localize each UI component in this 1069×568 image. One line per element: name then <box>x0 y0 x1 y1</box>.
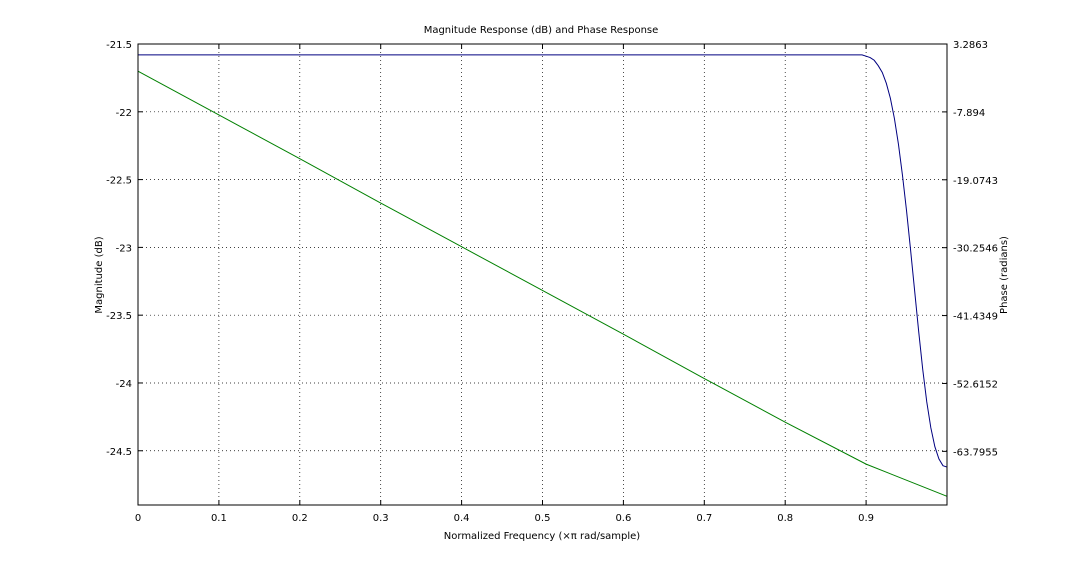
x-tick-label: 0.7 <box>696 513 712 524</box>
x-tick-label: 0 <box>135 513 141 524</box>
series-lines <box>137 54 948 497</box>
y-right-tick-label: -7.894 <box>953 108 985 119</box>
y-left-tick-label: -23.5 <box>106 311 132 322</box>
y-left-tick-label: -22.5 <box>106 176 132 187</box>
y-right-tick-label: 3.2863 <box>953 40 988 51</box>
x-tick-label: 0.6 <box>615 513 631 524</box>
plot-area-frame <box>137 43 948 506</box>
x-tick-label: 0.1 <box>211 513 227 524</box>
y-axis-label-right: Phase (radians) <box>999 236 1010 314</box>
magnitude-response-line <box>138 54 948 468</box>
y-right-tick-label: -19.0743 <box>953 176 998 187</box>
y-right-tick-label: -52.6152 <box>953 379 998 390</box>
y-left-tick-label: -23 <box>116 243 132 254</box>
y-left-tick-label: -22 <box>116 108 132 119</box>
y-right-tick-label: -41.4349 <box>953 312 998 323</box>
x-axis-label: Normalized Frequency (×π rad/sample) <box>444 531 641 542</box>
chart-title: Magnitude Response (dB) and Phase Respon… <box>424 25 659 36</box>
x-tick-label: 0.3 <box>373 513 389 524</box>
x-tick-label: 0.5 <box>535 513 551 524</box>
axis-ticks: 0 0.1 0.2 0.3 0.4 0.5 0.6 0.7 0.8 0.9 -21.5 -22 -22.… <box>106 40 998 524</box>
x-tick-label: 0.9 <box>858 513 874 524</box>
x-tick-label: 0.2 <box>292 513 308 524</box>
phase-response-line <box>137 70 948 497</box>
y-left-tick-label: -21.5 <box>106 40 132 51</box>
x-tick-label: 0.4 <box>454 513 470 524</box>
grid-lines <box>138 44 947 505</box>
y-right-tick-label: -30.2546 <box>953 244 998 255</box>
x-tick-label: 0.8 <box>777 513 793 524</box>
y-left-tick-label: -24.5 <box>106 447 132 458</box>
y-axis-label-left: Magnitude (dB) <box>94 236 105 313</box>
y-right-tick-label: -63.7955 <box>953 447 998 458</box>
y-left-tick-label: -24 <box>116 379 132 390</box>
